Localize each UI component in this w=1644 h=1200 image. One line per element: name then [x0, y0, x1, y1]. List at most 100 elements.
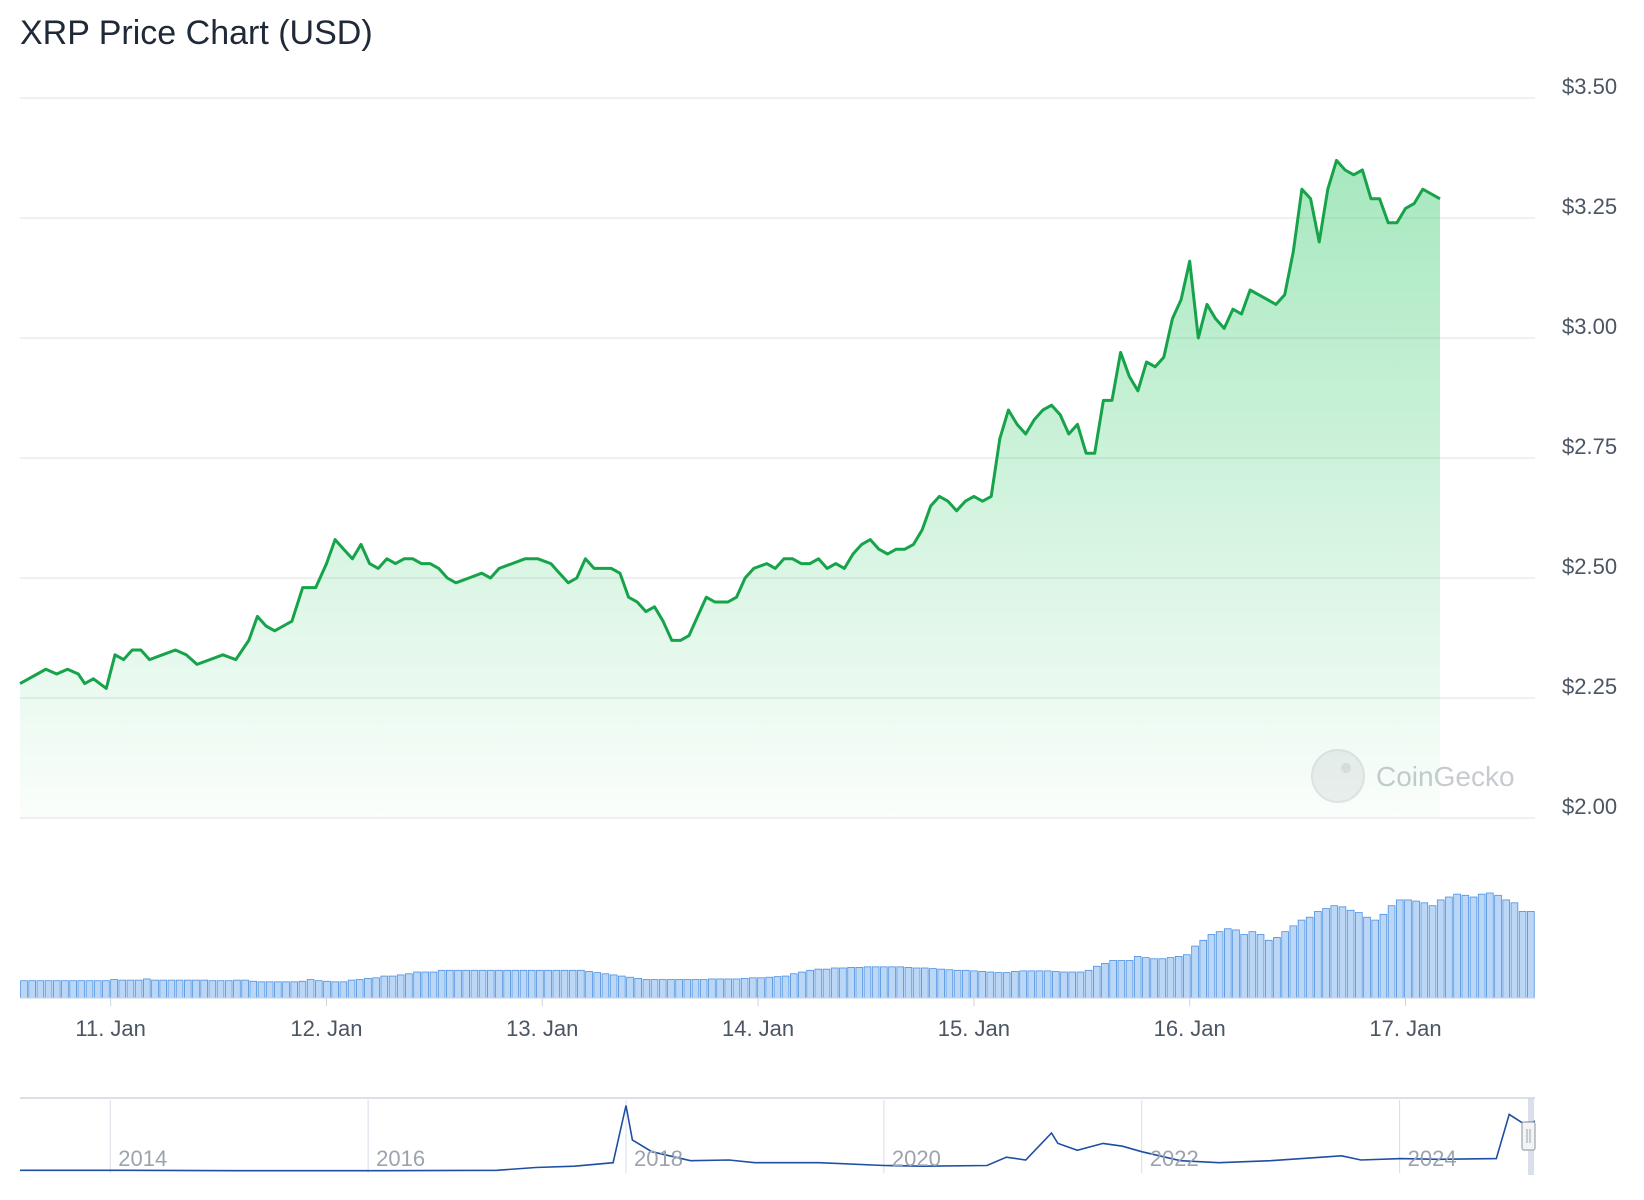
volume-bar: [904, 967, 913, 999]
navigator-year-label: 2024: [1408, 1146, 1457, 1171]
volume-bar: [1387, 905, 1396, 999]
volume-bar: [339, 981, 348, 999]
volume-bar: [282, 981, 290, 999]
volume-bar: [961, 969, 970, 999]
volume-bar: [1338, 906, 1347, 999]
volume-bar: [1068, 971, 1077, 999]
volume-bar: [937, 968, 945, 999]
x-tick-label: 16. Jan: [1154, 1016, 1226, 1041]
volume-bar: [265, 981, 274, 999]
volume-bar: [1019, 970, 1027, 999]
volume-bar: [1133, 956, 1142, 999]
volume-bar: [986, 971, 995, 999]
volume-bar: [773, 976, 782, 999]
volume-bar: [77, 980, 86, 999]
volume-bar: [1264, 939, 1273, 999]
navigator-year-label: 2014: [118, 1146, 167, 1171]
volume-bar: [675, 979, 683, 999]
volume-bar: [830, 967, 839, 999]
volume-bar: [1117, 960, 1126, 999]
volume-bar: [1445, 896, 1453, 999]
volume-bar: [126, 979, 135, 999]
volume-bar: [52, 980, 61, 999]
volume-bar: [355, 979, 364, 999]
volume-bar: [1404, 899, 1412, 999]
volume-bar: [1330, 905, 1339, 999]
volume-bar: [1076, 971, 1085, 999]
volume-bar: [446, 969, 454, 999]
volume-bar: [331, 981, 339, 999]
y-tick-label: $2.25: [1562, 674, 1617, 699]
volume-bar: [945, 969, 954, 999]
volume-bar: [478, 969, 487, 999]
volume-bar: [880, 966, 888, 999]
volume-bar: [1052, 971, 1060, 999]
volume-bar: [470, 969, 479, 999]
volume-bar: [1461, 894, 1470, 999]
volume-bar: [789, 973, 798, 999]
volume-bar: [413, 971, 421, 999]
x-tick-label: 15. Jan: [938, 1016, 1010, 1041]
volume-bar: [527, 969, 536, 999]
volume-bar: [1215, 931, 1224, 999]
volume-bar: [175, 979, 184, 999]
volume-bar: [1502, 899, 1511, 999]
volume-bar: [519, 969, 528, 999]
volume-bar: [257, 981, 266, 999]
volume-bar: [699, 979, 708, 999]
volume-bar: [1002, 972, 1011, 999]
volume-bar: [380, 975, 389, 999]
volume-bars: [20, 892, 1535, 999]
volume-bar: [388, 975, 397, 999]
volume-bar: [978, 971, 986, 999]
volume-bar: [765, 976, 774, 999]
volume-bar: [798, 971, 806, 999]
volume-bar: [1518, 911, 1527, 999]
volume-bar: [552, 969, 561, 999]
volume-bar: [1297, 919, 1306, 999]
x-tick-label: 11. Jan: [75, 1016, 146, 1041]
navigator[interactable]: 2014 2016 2018 2020 2022 2024: [20, 1097, 1536, 1175]
volume-bar: [85, 980, 94, 999]
volume-bar: [28, 980, 36, 999]
volume-bar: [1125, 960, 1134, 999]
volume-bar: [298, 980, 307, 999]
volume-bar: [658, 979, 667, 999]
navigator-year-label: 2022: [1150, 1146, 1199, 1171]
volume-bar: [1281, 931, 1289, 999]
navigator-handle[interactable]: [1521, 1121, 1536, 1151]
volume-bar: [1363, 916, 1371, 999]
volume-bar: [1183, 954, 1191, 999]
price-line[interactable]: [19, 158, 1441, 690]
volume-bar: [1240, 934, 1248, 999]
volume-bar: [1060, 971, 1068, 999]
volume-bar: [1191, 945, 1199, 999]
volume-bar: [577, 969, 585, 999]
volume-bar: [634, 977, 642, 999]
volume-bar: [1273, 937, 1281, 999]
volume-bar: [1142, 957, 1150, 999]
volume-bar: [143, 978, 151, 999]
volume-bar: [233, 979, 241, 999]
volume-bar: [44, 980, 53, 999]
navigator-year-label: 2020: [892, 1146, 941, 1171]
volume-bar: [151, 979, 159, 999]
y-tick-label: $2.50: [1562, 554, 1617, 579]
x-tick-label: 12. Jan: [290, 1016, 362, 1041]
volume-bar: [585, 971, 593, 999]
volume-bar: [1158, 958, 1167, 999]
volume-bar: [1314, 911, 1322, 999]
volume-bar: [486, 969, 495, 999]
volume-bar: [1011, 971, 1019, 999]
volume-bar: [781, 975, 790, 999]
volume-bar: [1510, 902, 1519, 999]
volume-bar: [847, 967, 855, 999]
navigator-line: [20, 1105, 1536, 1172]
volume-bar: [216, 980, 225, 999]
volume-bar: [208, 980, 217, 999]
volume-bar: [839, 967, 847, 999]
volume-bar: [1224, 928, 1232, 999]
volume-bar: [69, 980, 77, 999]
volume-bar: [921, 967, 929, 999]
